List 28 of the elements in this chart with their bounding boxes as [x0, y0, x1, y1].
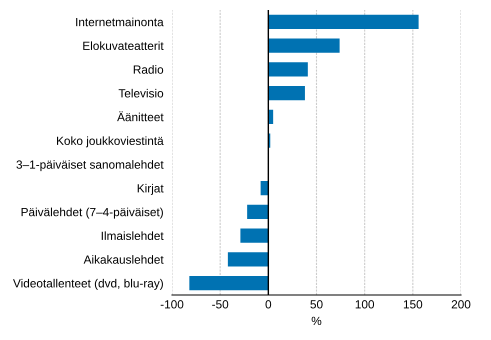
- y-tick-label: Päivälehdet (7–4-päiväiset): [22, 208, 163, 219]
- bar: [240, 228, 268, 243]
- y-tick-label: Radio: [134, 65, 164, 74]
- y-tick-label: Ilmaislehdet: [102, 231, 164, 240]
- y-tick-label: Televisio: [118, 88, 164, 98]
- y-tick-label: Videotallenteet (dvd, blu-ray): [13, 278, 163, 290]
- y-tick-label: Aikakauslehdet: [84, 255, 164, 264]
- bar: [268, 62, 308, 76]
- y-tick-label: 3–1-päiväiset sanomalehdet: [16, 160, 164, 172]
- bar: [268, 38, 340, 53]
- bar: [247, 204, 268, 219]
- x-tick-label: -50: [212, 300, 228, 309]
- y-tick-label: Koko joukkoviestintä: [57, 136, 164, 148]
- y-tick-label: Kirjat: [138, 184, 164, 195]
- bar: [268, 86, 305, 100]
- bar: [268, 14, 419, 29]
- x-tick-label: 100: [356, 300, 374, 309]
- y-tick-label: Elokuvateatterit: [83, 41, 164, 50]
- bar: [189, 276, 268, 290]
- y-tick-label: Äänitteet: [117, 111, 164, 122]
- y-tick-label: Internetmainonta: [76, 18, 164, 26]
- bar: [228, 252, 268, 266]
- x-tick-label: 200: [452, 300, 470, 309]
- x-tick-label: 50: [310, 300, 323, 309]
- x-axis-title: %: [312, 316, 322, 326]
- x-tick-label: 0: [266, 300, 272, 309]
- x-tick-label: -100: [160, 300, 184, 309]
- x-tick-label: 150: [404, 300, 422, 309]
